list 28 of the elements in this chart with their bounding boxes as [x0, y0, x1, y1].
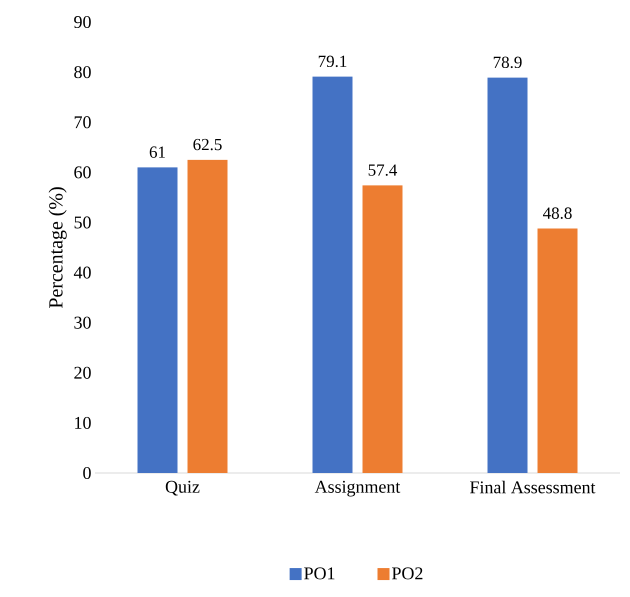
data-label: 78.9: [494, 56, 522, 68]
y-tick-label: 10: [75, 416, 91, 429]
x-tick-label: Quiz: [166, 480, 200, 496]
bar: [488, 78, 528, 473]
y-tick-label: 50: [74, 216, 91, 228]
legend-label: PO2: [392, 567, 422, 580]
y-tick-label: 60: [74, 166, 91, 178]
y-tick-label: 30: [74, 316, 91, 329]
y-axis-title: Percentage (%): [48, 187, 67, 308]
y-tick-label: 20: [74, 366, 91, 379]
y-tick-label: 80: [74, 66, 91, 78]
y-tick-label: 70: [74, 116, 91, 128]
y-tick-label: 90: [74, 16, 91, 28]
bar: [538, 228, 578, 473]
bar: [312, 76, 353, 473]
bar: [362, 185, 403, 473]
legend-label: PO1: [304, 567, 334, 580]
bar: [188, 160, 228, 473]
x-tick-label: Assignment: [314, 480, 400, 497]
data-label: 48.8: [543, 207, 572, 219]
data-label: 57.4: [368, 164, 398, 176]
data-label: 79.1: [318, 56, 346, 68]
bar: [138, 167, 178, 473]
data-label: 61: [150, 146, 165, 158]
y-tick-label: 0: [83, 466, 91, 480]
data-label: 62.5: [193, 138, 222, 150]
x-tick-label: Final Assessment: [470, 480, 596, 494]
y-tick-label: 40: [74, 266, 91, 279]
